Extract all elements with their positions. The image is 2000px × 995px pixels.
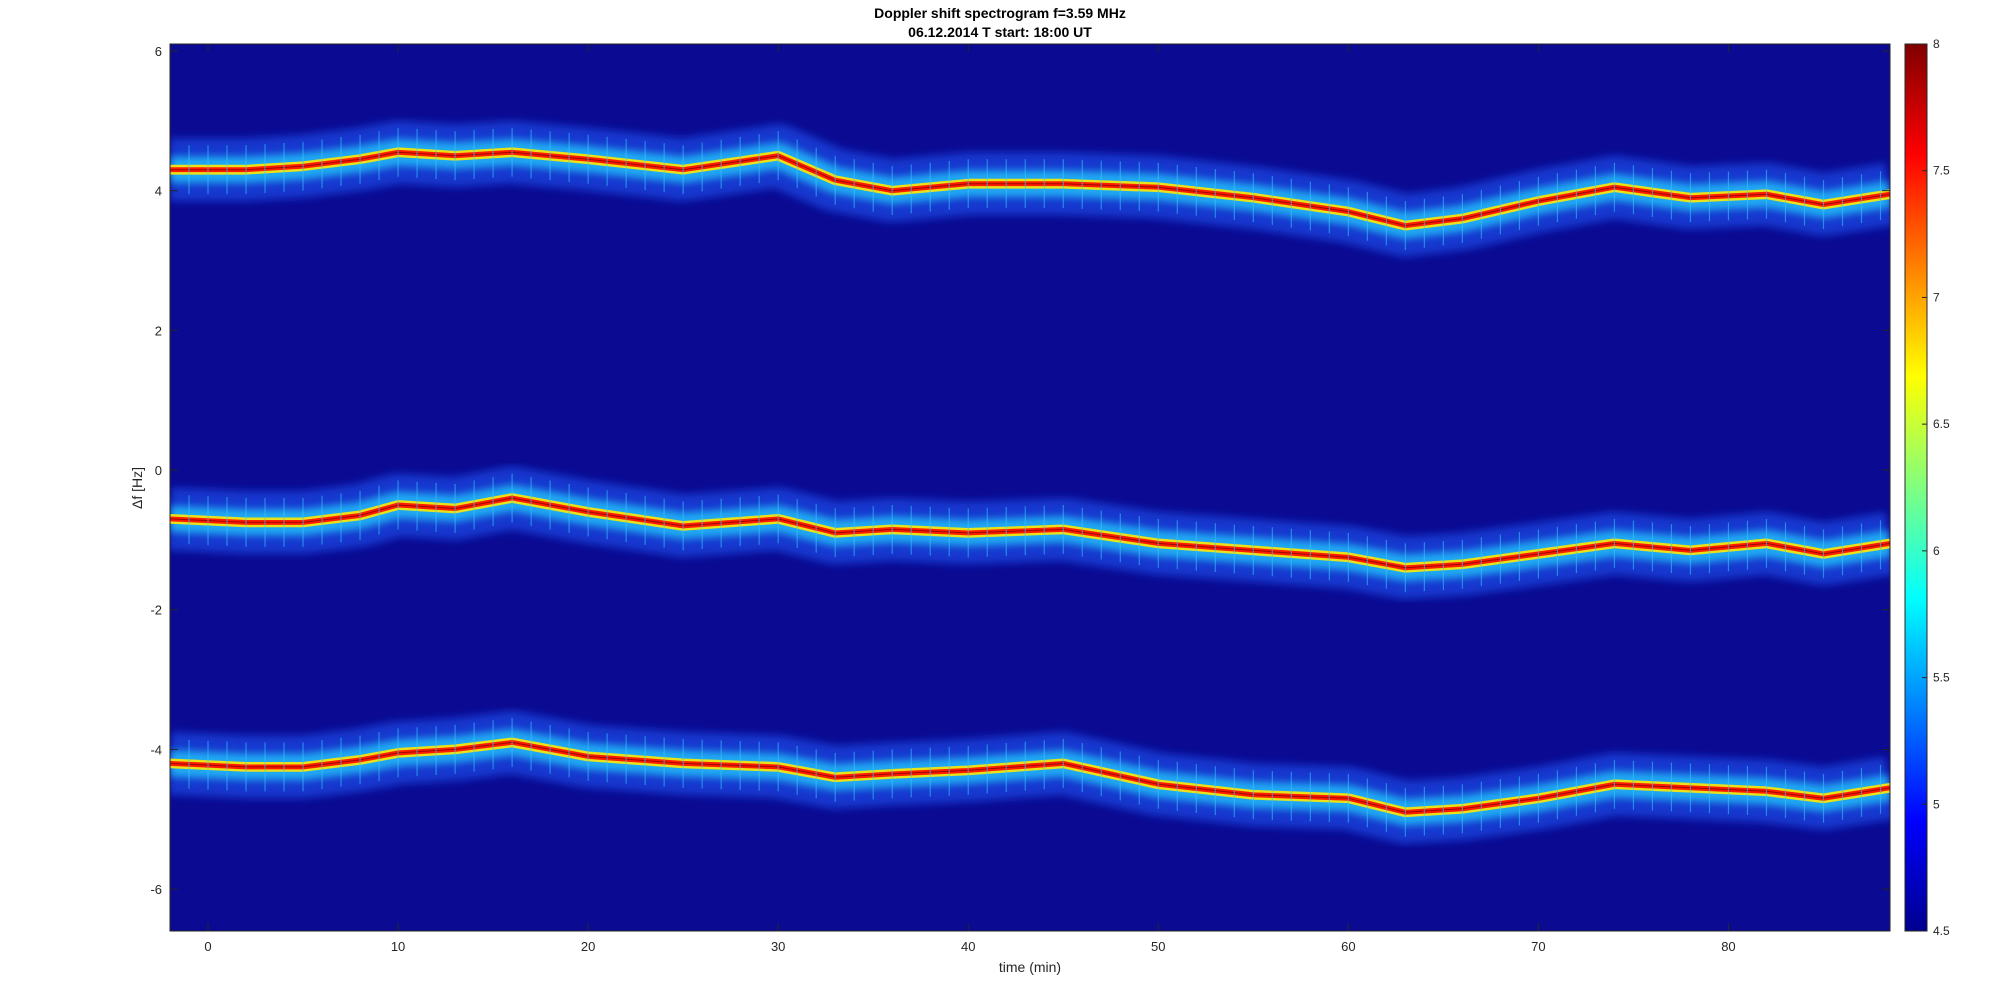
y-tick-label: 0 (155, 463, 162, 478)
y-tick-label: 4 (155, 184, 162, 199)
x-tick-label: 50 (1151, 939, 1165, 954)
x-tick-label: 30 (771, 939, 785, 954)
spectral-traces (170, 120, 1890, 844)
colorbar-tick-label: 5 (1933, 797, 1940, 811)
chart-title: Doppler shift spectrogram f=3.59 MHz (874, 5, 1126, 21)
x-axis-label: time (min) (999, 959, 1061, 975)
y-axis: 6 4 2 0 -2 -4 -6 (150, 44, 1890, 897)
x-tick-label: 60 (1341, 939, 1355, 954)
colorbar-tick-label: 7 (1933, 290, 1940, 304)
y-tick-label: 2 (155, 323, 162, 338)
x-tick-label: 80 (1721, 939, 1735, 954)
y-tick-label: 6 (155, 44, 162, 59)
plot-frame (169, 43, 1891, 932)
y-tick-label: -6 (150, 882, 162, 897)
y-tick-label: -2 (150, 603, 162, 618)
colorbar (1904, 43, 1928, 932)
x-tick-label: 0 (204, 939, 211, 954)
colorbar-tick-label: 6.5 (1933, 417, 1950, 431)
x-tick-label: 70 (1531, 939, 1545, 954)
colorbar-tick-label: 7.5 (1933, 164, 1950, 178)
chart-subtitle: 06.12.2014 T start: 18:00 UT (908, 24, 1092, 40)
colorbar-tick-label: 4.5 (1933, 924, 1950, 938)
x-tick-label: 20 (581, 939, 595, 954)
x-tick-label: 40 (961, 939, 975, 954)
colorbar-ticks: 8 7.5 7 6.5 6 5.5 5 4.5 (1922, 37, 1950, 938)
y-tick-label: -4 (150, 742, 162, 757)
colorbar-tick-label: 5.5 (1933, 671, 1950, 685)
y-axis-label: Δf [Hz] (129, 467, 145, 509)
colorbar-tick-label: 6 (1933, 544, 1940, 558)
colorbar-tick-label: 8 (1933, 37, 1940, 51)
x-axis: 0 10 20 30 40 50 60 70 80 (204, 44, 1736, 954)
x-tick-label: 10 (391, 939, 405, 954)
